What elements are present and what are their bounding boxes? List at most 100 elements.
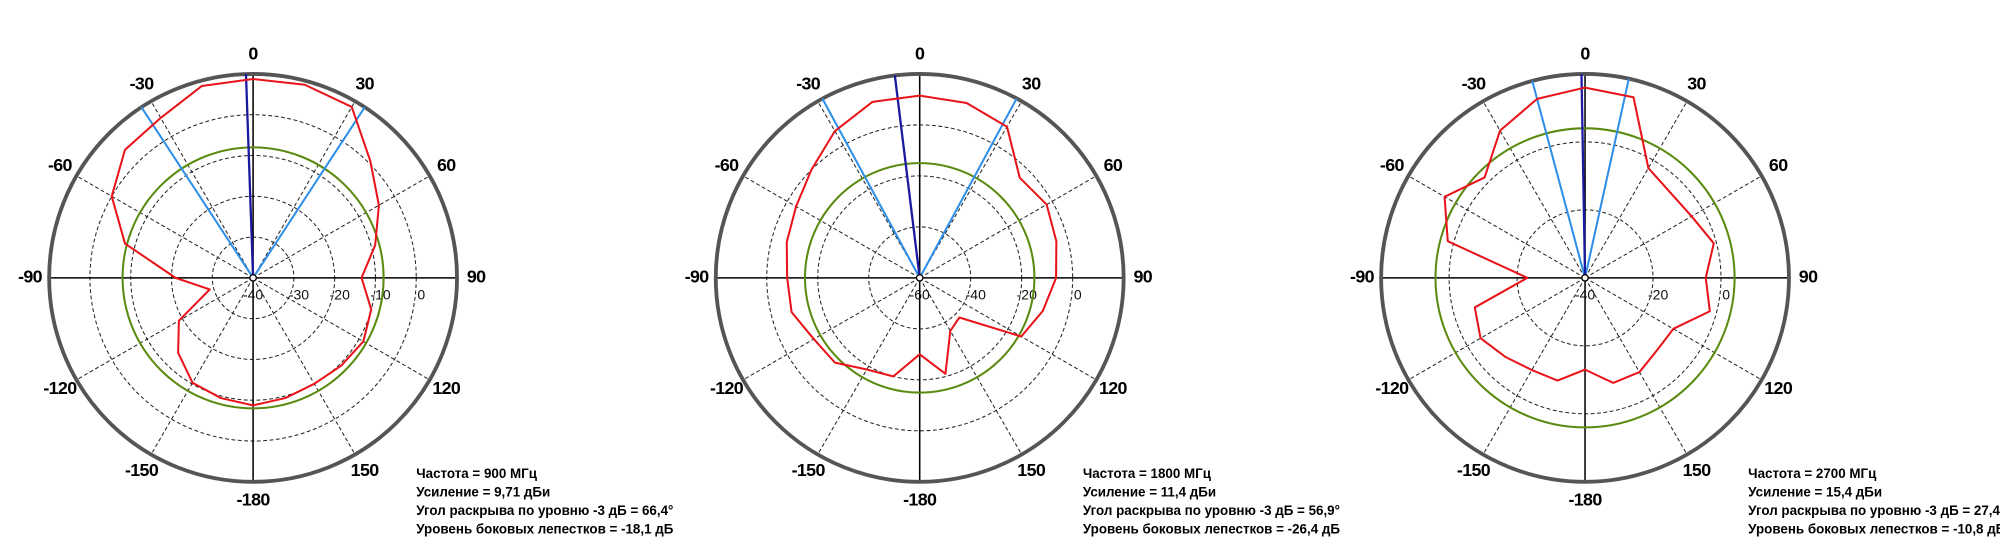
polar-chart: -60 -40 -20 00306090120150-180-150-120-90-6…	[685, 44, 1341, 537]
spoke	[150, 277, 254, 455]
angle-label: 60	[1769, 155, 1788, 175]
pattern-line	[1443, 86, 1715, 384]
angle-label: 0	[915, 44, 925, 64]
center-dot	[915, 274, 924, 282]
angle-label: -90	[1350, 267, 1375, 287]
spoke	[1482, 100, 1586, 279]
annotation: Угол раскрыва по уровню -3 дБ = 27,4°	[1748, 503, 2000, 518]
angle-label: -180	[903, 490, 937, 510]
outer-circle	[47, 72, 459, 484]
r-tick-label: -30	[289, 286, 309, 302]
annotation: Угол раскрыва по уровню -3 дБ = 66,4°	[416, 503, 673, 518]
annotation: Усиление = 11,4 дБи	[1083, 484, 1216, 499]
angle-label: 150	[351, 460, 380, 480]
annotation: Угол раскрыва по уровню -3 дБ = 56,9°	[1083, 503, 1340, 518]
angle-label: -60	[715, 155, 740, 175]
angle-label: 30	[355, 73, 374, 93]
annotation: Частота = 2700 МГц	[1748, 466, 1877, 481]
spoke	[919, 277, 1097, 381]
beam-line	[252, 106, 366, 279]
angle-label: 150	[1683, 460, 1712, 480]
main-lobe-line	[1580, 73, 1587, 278]
spoke	[1482, 277, 1586, 455]
r-tick-label: -20	[1648, 286, 1668, 302]
spoke	[742, 277, 920, 381]
beam-line	[1584, 78, 1630, 279]
angle-label: -120	[43, 378, 77, 398]
beam-line	[918, 97, 1018, 279]
spoke	[150, 100, 254, 279]
angle-label: -60	[48, 155, 73, 175]
r-tick-label: -20	[330, 286, 350, 302]
angle-label: 0	[248, 44, 258, 64]
angle-label: -30	[1462, 73, 1487, 93]
angle-label: 120	[432, 378, 461, 398]
beam-line	[140, 106, 254, 279]
center-dot	[1581, 274, 1589, 282]
angle-label: 60	[437, 155, 456, 175]
pattern-line	[110, 78, 380, 407]
outer-circle	[713, 72, 1126, 484]
spoke	[252, 100, 356, 279]
spoke	[1584, 277, 1688, 455]
angle-label: -150	[125, 460, 159, 480]
angle-label: -120	[710, 378, 744, 398]
spoke	[76, 277, 254, 381]
spoke	[252, 277, 430, 381]
angle-label: -180	[237, 490, 271, 510]
angle-label: 150	[1017, 460, 1046, 480]
spoke	[919, 175, 1097, 279]
annotation: Уровень боковых лепестков = -18,1 дБ	[416, 521, 674, 536]
spoke	[1408, 277, 1586, 381]
main-lobe-line	[244, 74, 255, 278]
r-tick-label: -10	[370, 286, 390, 302]
annotation: Уровень боковых лепестков = -10,8 дБ	[1748, 521, 2000, 536]
r-tick-label: 0	[417, 286, 425, 302]
angle-label: 90	[1133, 267, 1152, 287]
beam-line	[1531, 80, 1587, 279]
angle-label: 120	[1764, 378, 1793, 398]
spoke	[252, 277, 356, 455]
annotation: Уровень боковых лепестков = -26,4 дБ	[1083, 521, 1341, 536]
angle-label: -150	[1457, 460, 1491, 480]
angle-label: -150	[792, 460, 826, 480]
angle-label: -60	[1380, 155, 1405, 175]
angle-label: 30	[1022, 73, 1041, 93]
angle-label: 90	[467, 267, 486, 287]
polar-chart: -40 -20 00306090120150-180-150-120-90-60-3…	[1350, 44, 2000, 537]
angle-label: -90	[18, 267, 43, 287]
r-tick-label: 0	[1074, 286, 1082, 302]
spoke	[817, 277, 921, 455]
spoke	[252, 175, 430, 279]
annotation: Усиление = 15,4 дБи	[1748, 484, 1882, 499]
angle-label: 120	[1099, 378, 1128, 398]
spoke	[919, 277, 1023, 455]
annotation: Частота = 1800 МГц	[1083, 466, 1212, 481]
angle-label: 60	[1104, 155, 1123, 175]
annotation: Усиление = 9,71 дБи	[416, 484, 550, 499]
center-dot	[249, 274, 257, 282]
angle-label: 0	[1580, 44, 1590, 64]
spoke	[1408, 175, 1586, 279]
outer-circle	[1379, 72, 1791, 484]
spoke	[1584, 175, 1762, 279]
r-tick-label: -40	[966, 286, 986, 302]
reference-circle	[121, 146, 385, 410]
pattern-line	[785, 94, 1058, 378]
reference-circle	[1434, 127, 1736, 429]
r-tick-label: 0	[1722, 286, 1730, 302]
polar-chart: -40 -30 -20 -10 00306090120150-180-150-120-9…	[18, 44, 674, 537]
spoke	[742, 175, 920, 279]
angle-label: -90	[685, 267, 710, 287]
main-lobe-line	[893, 75, 921, 279]
spoke	[1584, 100, 1688, 279]
angle-label: -180	[1568, 490, 1602, 510]
reference-circle	[803, 162, 1036, 394]
angle-label: -30	[130, 73, 155, 93]
angle-label: -30	[796, 73, 821, 93]
angle-label: 30	[1687, 73, 1706, 93]
angle-label: 90	[1799, 267, 1818, 287]
angle-label: -120	[1375, 378, 1409, 398]
